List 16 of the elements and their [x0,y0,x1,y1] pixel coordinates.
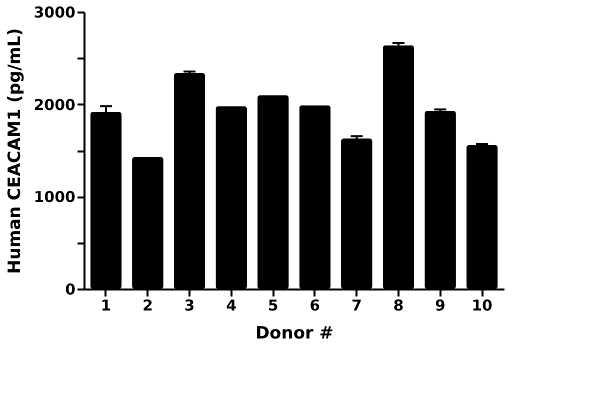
x-tick-label: 2 [142,296,153,314]
x-tick-label: 10 [472,296,492,314]
x-tick-label: 9 [435,296,446,314]
x-tick-label: 3 [184,296,195,314]
y-axis-title: Human CEACAM1 (pg/mL) [4,28,25,274]
y-tick-label: 1000 [34,188,76,206]
x-tick-label: 7 [351,296,362,314]
y-tick-label: 0 [65,280,76,298]
x-tick-label: 1 [100,296,112,314]
y-tick-label: 3000 [34,4,76,22]
y-tick-label: 2000 [34,96,76,114]
x-tick-label: 5 [268,296,278,314]
x-tick-label: 4 [226,296,237,314]
x-axis-title: Donor # [255,324,334,344]
x-tick-label: 8 [393,296,404,314]
x-tick-label: 6 [310,296,320,314]
